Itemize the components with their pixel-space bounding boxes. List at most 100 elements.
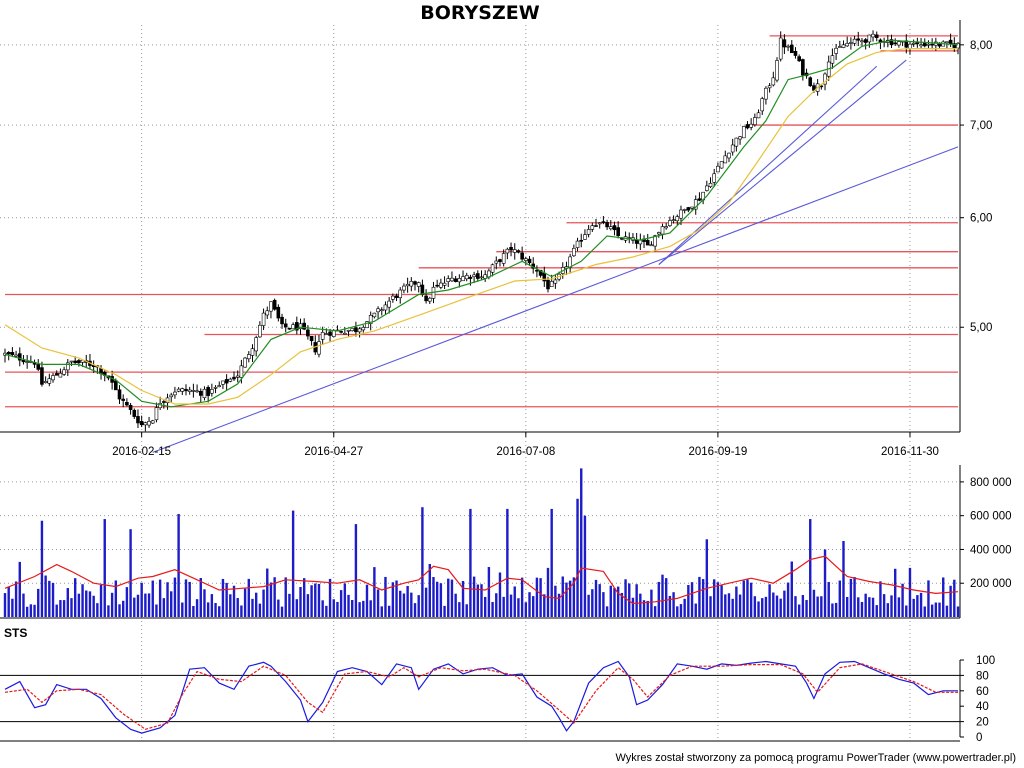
volume-bar (805, 600, 808, 617)
volume-bar (277, 599, 280, 617)
volume-bar (546, 567, 550, 617)
moving-average-line (4, 39, 959, 408)
volume-bar (380, 606, 383, 617)
volume-bar (609, 585, 612, 617)
candle-body (671, 219, 676, 221)
candle-body (908, 43, 912, 49)
candle-body (874, 34, 879, 39)
candle-body (217, 385, 222, 388)
candle-body (889, 39, 894, 46)
volume-bar (509, 594, 513, 617)
candle-body (893, 42, 898, 45)
volume-bar (580, 468, 583, 617)
candle-body (143, 422, 148, 426)
volume-bar (472, 576, 476, 617)
volume-bar (764, 596, 768, 617)
volume-bar (336, 601, 339, 617)
volume-bar (162, 598, 166, 617)
candle-body (645, 240, 650, 246)
volume-bar (775, 595, 779, 617)
volume-bar (51, 582, 55, 617)
candle-body (756, 112, 761, 119)
candle-body (601, 221, 606, 223)
candle-body (653, 235, 657, 247)
candle-body (945, 41, 949, 44)
volume-bar (40, 520, 44, 617)
volume-bar (136, 594, 140, 617)
volume-bar (362, 600, 365, 617)
volume-bar (177, 513, 180, 617)
volume-bar (421, 507, 424, 617)
volume-bar (483, 596, 487, 617)
candle-body (125, 402, 129, 406)
candle-body (413, 281, 417, 285)
sts-series-line (4, 663, 958, 730)
candle-body (490, 264, 495, 273)
candle-body (760, 98, 765, 112)
price-panel (3, 30, 960, 453)
credit-text: Wykres został stworzony za pomocą progra… (615, 752, 1016, 764)
sts-y-tick-label: 20 (976, 717, 989, 729)
volume-bar (864, 593, 867, 617)
candle-body (509, 247, 513, 251)
candle-body (162, 401, 166, 403)
volume-bar (314, 583, 317, 617)
date-x-tick-label: 2016-04-27 (304, 446, 363, 458)
candle-body (405, 283, 410, 287)
volume-bar (476, 584, 480, 617)
candle-body (775, 60, 779, 81)
volume-bar (598, 584, 601, 617)
volume-y-tick-label: 400 000 (970, 544, 1012, 556)
volume-bar (55, 604, 58, 617)
candle-body (926, 43, 931, 46)
volume-bar (857, 597, 860, 617)
volume-bar (535, 577, 539, 617)
sts-panel: STS (0, 626, 960, 734)
candle-body (435, 284, 439, 287)
volume-bar (328, 578, 332, 617)
candle-body (849, 42, 853, 44)
candle-body (476, 273, 480, 279)
volume-bar (753, 596, 757, 617)
candle-body (254, 337, 258, 352)
volume-bar (716, 582, 720, 617)
candle-body (660, 226, 665, 235)
volume-bar (443, 605, 446, 617)
volume-bar (628, 583, 631, 617)
candle-body (295, 322, 299, 331)
candle-body (834, 47, 838, 54)
candle-body (730, 144, 735, 153)
volume-bar (214, 602, 217, 617)
candle-body (546, 279, 550, 290)
volume-bar (831, 603, 834, 617)
candle-body (586, 229, 591, 235)
volume-bar (351, 600, 354, 617)
sts-label: STS (4, 626, 27, 640)
candle-body (693, 199, 698, 210)
candle-body (173, 391, 177, 396)
volume-bar (155, 604, 158, 617)
candle-body (468, 276, 473, 279)
volume-bar (347, 594, 350, 617)
volume-bar (269, 582, 273, 617)
candle-body (516, 250, 521, 253)
sts-y-tick-label: 80 (976, 670, 989, 682)
volume-bar (195, 599, 199, 617)
volume-bar (118, 604, 121, 617)
candle-body (498, 259, 502, 262)
volume-bar (332, 599, 335, 617)
candle-body (379, 309, 384, 312)
volume-bar (395, 580, 398, 617)
candle-body (446, 278, 451, 282)
candle-body (823, 73, 827, 85)
candle-body (686, 207, 691, 211)
candle-body (169, 394, 174, 398)
volume-bar (218, 606, 221, 617)
volume-bar (302, 578, 306, 617)
candle-body (427, 297, 432, 302)
volume-bar (88, 591, 92, 617)
candle-body (394, 295, 399, 298)
volume-bar (85, 590, 88, 617)
candle-body (741, 126, 746, 139)
volume-bar (447, 578, 450, 617)
